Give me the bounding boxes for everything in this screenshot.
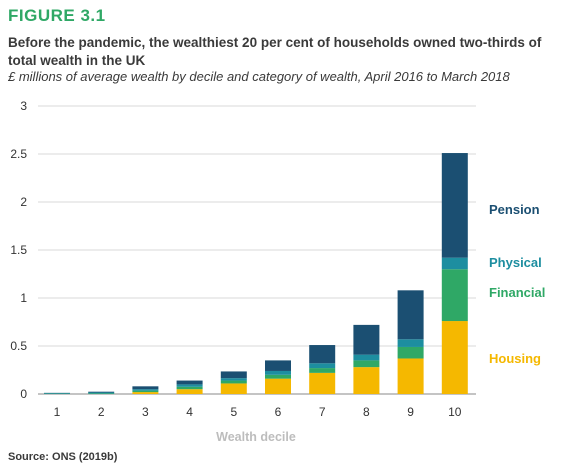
x-tick-label: 8 (363, 405, 370, 419)
bar-segment-pension (265, 360, 291, 371)
bar-segment-pension (220, 371, 247, 379)
bar-segment-physical (176, 384, 203, 387)
x-tick-label: 9 (407, 405, 414, 419)
legend-physical: Physical (489, 255, 542, 270)
bar-segment-financial (265, 374, 291, 379)
y-tick-label: 1.5 (10, 243, 27, 257)
x-tick-label: 7 (319, 405, 326, 419)
y-tick-label: 2 (20, 195, 27, 209)
legend-housing: Housing (489, 351, 541, 366)
legend-financial: Financial (489, 285, 545, 300)
bar-segment-physical (220, 378, 247, 381)
bar-segment-financial (176, 386, 203, 390)
bar-segment-pension (88, 391, 115, 393)
x-axis-label: Wealth decile (216, 430, 296, 444)
bar-segment-physical (44, 393, 70, 394)
bar-segment-housing (397, 358, 424, 394)
y-axis-ticks: 0 0.5 1 1.5 2 2.5 3 (10, 99, 27, 401)
source-note: Source: ONS (2019b) (8, 451, 118, 463)
bar-segment-physical (88, 392, 115, 394)
y-tick-label: 0.5 (10, 339, 27, 353)
bar-segment-physical (353, 354, 380, 361)
bar-segment-physical (397, 339, 424, 347)
bar-segment-pension (441, 153, 468, 258)
bar-segment-financial (397, 346, 424, 359)
x-axis-ticks: 1 2 3 4 5 6 7 8 9 10 (54, 405, 462, 419)
bar-segment-physical (441, 257, 468, 270)
bar-segment-housing (176, 389, 203, 394)
bar-segment-physical (132, 389, 159, 391)
bar-segment-financial (132, 390, 159, 393)
x-tick-label: 4 (186, 405, 193, 419)
bar-segment-financial (353, 360, 380, 368)
x-tick-label: 5 (230, 405, 237, 419)
bar-segment-pension (309, 345, 336, 364)
bar-segment-housing (353, 367, 380, 394)
y-tick-label: 0 (20, 387, 27, 401)
bar-segment-pension (176, 380, 203, 385)
bar-segment-housing (220, 383, 247, 394)
bars (44, 153, 468, 394)
bar-segment-housing (132, 392, 159, 394)
x-tick-label: 1 (54, 405, 61, 419)
bar-segment-physical (265, 370, 291, 375)
y-tick-label: 3 (20, 99, 27, 113)
bar-segment-financial (309, 368, 336, 373)
bar-segment-financial (88, 393, 115, 394)
y-tick-label: 1 (20, 291, 27, 305)
bar-segment-physical (309, 363, 336, 369)
y-tick-label: 2.5 (10, 147, 27, 161)
chart-subtitle: £ millions of average wealth by decile a… (8, 69, 510, 84)
bar-segment-financial (220, 380, 247, 384)
bar-segment-pension (353, 324, 380, 355)
x-tick-label: 2 (98, 405, 105, 419)
bar-segment-housing (265, 378, 291, 394)
legend-pension: Pension (489, 202, 540, 217)
x-tick-label: 6 (275, 405, 282, 419)
chart-title: Before the pandemic, the wealthiest 20 p… (8, 35, 542, 68)
figure-label: FIGURE 3.1 (8, 6, 106, 25)
bar-segment-housing (441, 321, 468, 394)
legend: Housing Financial Physical Pension (489, 202, 545, 366)
bar-segment-pension (132, 386, 159, 390)
bar-segment-financial (441, 269, 468, 322)
x-tick-label: 3 (142, 405, 149, 419)
bar-segment-housing (309, 372, 336, 394)
x-tick-label: 10 (448, 405, 462, 419)
bar-segment-pension (397, 290, 424, 340)
